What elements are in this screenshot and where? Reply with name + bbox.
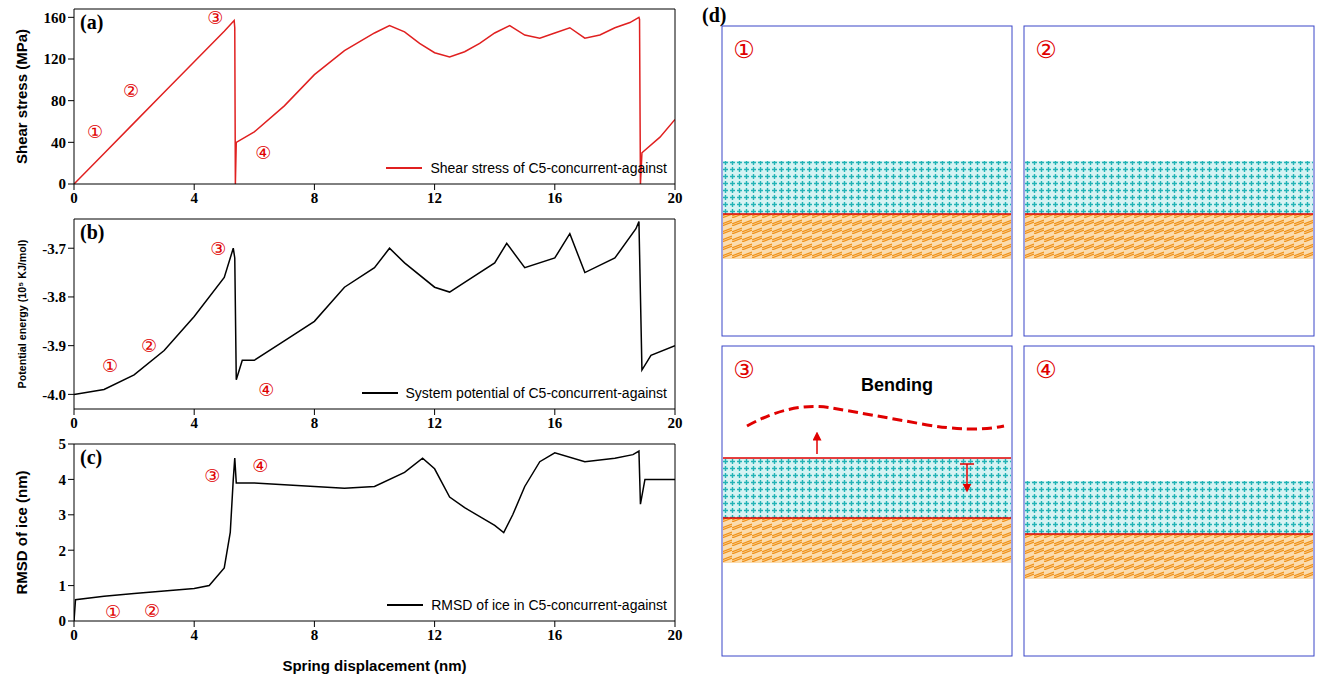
svg-text:④: ④ (258, 379, 274, 400)
svg-text:②: ② (141, 335, 157, 356)
svg-text:8: 8 (311, 190, 319, 206)
svg-text:20: 20 (668, 627, 683, 643)
svg-text:5: 5 (59, 436, 67, 452)
svg-text:③: ③ (733, 356, 755, 384)
svg-text:40: 40 (51, 135, 66, 151)
svg-text:0: 0 (70, 190, 78, 206)
svg-text:0: 0 (59, 176, 67, 192)
svg-text:16: 16 (547, 415, 563, 431)
svg-text:0: 0 (70, 415, 78, 431)
svg-text:RMSD of ice (nm): RMSD of ice (nm) (13, 470, 30, 594)
html-text:Shear stress of C5-concurrent-: Shear stress of C5-concurrent-against (430, 160, 667, 176)
html-text:(c): (c) (80, 446, 103, 468)
svg-text:(d): (d) (702, 4, 726, 27)
svg-text:④: ④ (255, 142, 271, 163)
svg-text:①: ① (733, 36, 755, 64)
svg-text:0: 0 (59, 613, 67, 629)
svg-text:8: 8 (311, 415, 319, 431)
svg-text:②: ② (123, 80, 139, 101)
html-text:RMSD of ice in C5-concurrent-a: RMSD of ice in C5-concurrent-against (431, 597, 667, 613)
svg-text:①: ① (105, 601, 121, 622)
svg-text:Bending: Bending (861, 375, 933, 395)
svg-text:③: ③ (204, 465, 220, 486)
html-text:(b): (b) (80, 221, 105, 243)
svg-text:12: 12 (427, 627, 442, 643)
svg-text:12: 12 (427, 190, 442, 206)
svg-text:20: 20 (668, 415, 683, 431)
svg-text:120: 120 (44, 51, 67, 67)
svg-text:4: 4 (190, 627, 198, 643)
svg-text:4: 4 (59, 472, 67, 488)
svg-text:-4.0: -4.0 (42, 387, 66, 403)
svg-text:-3.9: -3.9 (42, 338, 66, 354)
svg-text:④: ④ (1035, 356, 1057, 384)
svg-text:8: 8 (311, 627, 319, 643)
svg-text:-3.7: -3.7 (42, 241, 66, 257)
svg-text:4: 4 (190, 190, 198, 206)
svg-text:16: 16 (547, 190, 563, 206)
svg-text:20: 20 (668, 190, 683, 206)
svg-text:16: 16 (547, 627, 563, 643)
svg-text:2: 2 (59, 543, 67, 559)
svg-text:0: 0 (70, 627, 78, 643)
svg-text:①: ① (87, 121, 103, 142)
svg-text:80: 80 (51, 93, 66, 109)
svg-text:Shear stress (MPa): Shear stress (MPa) (13, 29, 30, 164)
html-text:System potential of C5-concurr: System potential of C5-concurrent-agains… (405, 385, 667, 401)
svg-text:③: ③ (210, 238, 226, 259)
svg-text:-3.8: -3.8 (42, 289, 66, 305)
svg-text:④: ④ (252, 455, 268, 476)
svg-text:160: 160 (44, 10, 67, 26)
svg-text:4: 4 (190, 415, 198, 431)
svg-text:①: ① (102, 355, 118, 376)
svg-text:3: 3 (59, 507, 67, 523)
svg-text:1: 1 (59, 578, 67, 594)
svg-text:Potential energy (10⁵ KJ/mol): Potential energy (10⁵ KJ/mol) (16, 239, 28, 388)
svg-text:12: 12 (427, 415, 442, 431)
svg-text:Spring displacement (nm): Spring displacement (nm) (282, 657, 466, 674)
html-text:(a): (a) (80, 11, 104, 33)
svg-text:②: ② (1035, 36, 1057, 64)
svg-text:②: ② (144, 600, 160, 621)
svg-text:③: ③ (207, 7, 223, 28)
